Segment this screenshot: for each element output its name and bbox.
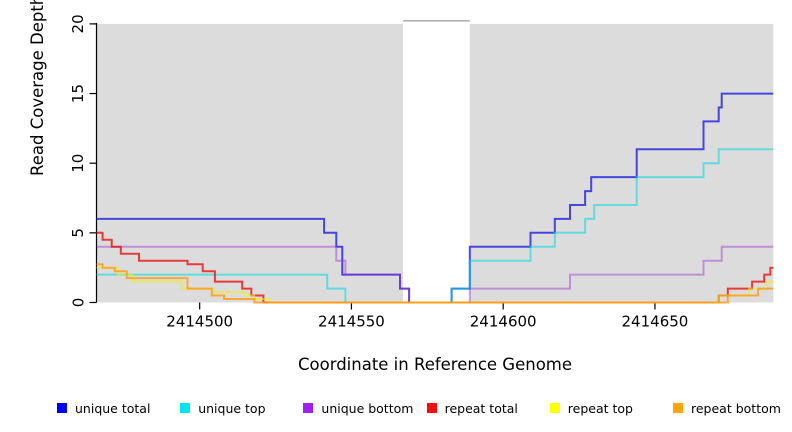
y-tick-label: 10 [69,154,87,173]
legend-swatch [549,403,560,413]
legend-label: repeat total [444,400,518,416]
legend-item-repeat-top: repeat top [549,399,633,417]
legend-item-unique-top: unique top [180,399,266,417]
series-repeat-bottom [96,263,774,304]
x-tick-label: 2414550 [318,313,385,331]
x-tick-label: 2414500 [166,313,233,331]
x-tick-label: 2414600 [470,313,537,331]
legend-label: unique bottom [321,400,414,416]
legend: unique total unique top unique bottom repea… [0,399,792,421]
legend-label: unique total [75,400,151,416]
y-tick-label: 0 [69,298,87,308]
legend-item-repeat-bottom: repeat bottom [673,399,781,417]
y-tick-label: 5 [69,228,87,238]
series-unique-top [96,148,774,304]
y-tick-label: 20 [69,14,87,33]
y-tick-label: 15 [69,84,87,103]
legend-label: unique top [198,400,266,416]
legend-swatch [426,403,437,413]
x-axis-title: Coordinate in Reference Genome [297,355,573,374]
series-repeat-total [96,231,774,304]
gap-region [403,14,470,303]
legend-item-repeat-total: repeat total [426,399,518,417]
legend-label: repeat bottom [691,400,781,416]
legend-item-unique-total: unique total [57,399,150,417]
x-tick-label: 2414650 [622,313,689,331]
legend-swatch [673,403,683,413]
legend-swatch [303,403,314,413]
series-unique-total [96,92,774,304]
legend-swatch [57,403,67,413]
legend-item-unique-bottom: unique bottom [303,399,413,417]
legend-label: repeat top [567,400,633,416]
legend-swatch [180,403,191,413]
